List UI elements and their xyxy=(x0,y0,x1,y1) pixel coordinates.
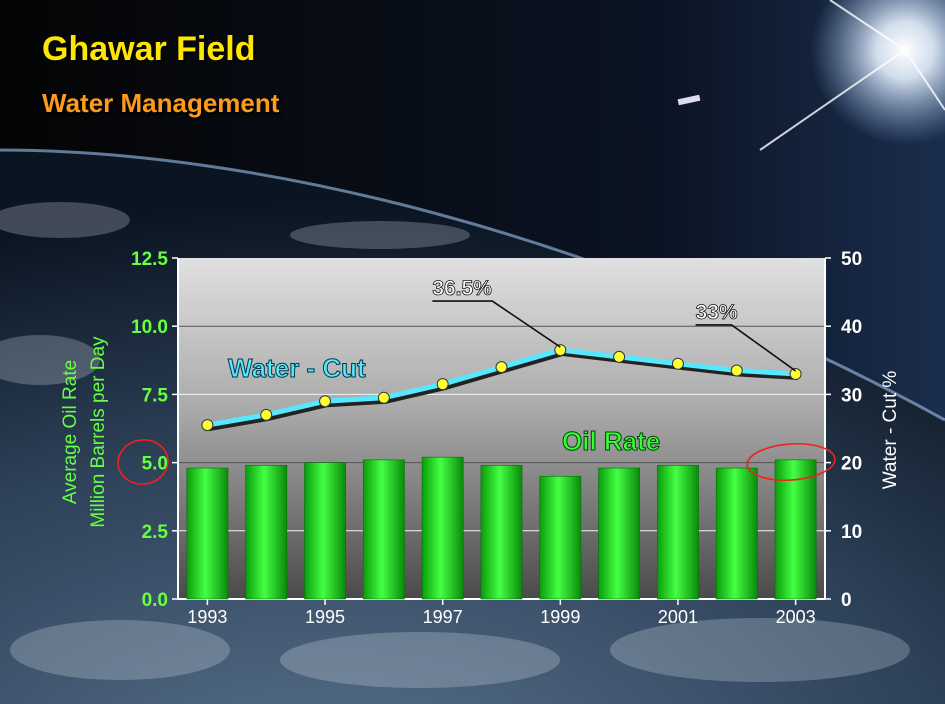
left-axis-title-line1: Average Oil Rate xyxy=(60,360,81,504)
oil-rate-bar xyxy=(657,465,699,600)
highlight-circle-left-tick xyxy=(117,439,169,485)
left-tick-label: 12.5 xyxy=(131,249,168,270)
oil-rate-bar xyxy=(715,467,758,600)
water-cut-point xyxy=(436,378,449,391)
water-cut-point xyxy=(201,419,214,432)
x-axis-ticks: 1993 1995 1997 1999 2001 2003 xyxy=(187,599,816,627)
oil-rate-bar xyxy=(186,467,229,600)
right-tick-label: 50 xyxy=(841,249,862,270)
oil-rate-bar xyxy=(362,459,405,600)
oil-rate-bars xyxy=(186,456,817,600)
oil-rate-bar xyxy=(480,465,523,600)
annotation-leader xyxy=(695,324,797,372)
left-tick-label: 2.5 xyxy=(142,522,169,543)
annotation-leader xyxy=(432,300,561,348)
x-tick-label: 2003 xyxy=(776,607,816,627)
left-axis-ticks: 0.0 2.5 5.0 7.5 10.0 12.5 xyxy=(131,249,178,611)
left-tick-label: 5.0 xyxy=(142,454,168,475)
right-tick-label: 10 xyxy=(841,522,862,543)
water-cut-point xyxy=(789,367,802,380)
left-tick-label: 7.5 xyxy=(142,385,169,406)
right-tick-label: 30 xyxy=(841,385,862,406)
water-cut-point xyxy=(260,408,273,421)
oil-rate-bar xyxy=(245,465,288,600)
water-cut-point xyxy=(377,391,390,404)
x-tick-label: 1993 xyxy=(187,607,227,627)
x-tick-label: 1995 xyxy=(305,607,345,627)
annotations: 36.5% 33% xyxy=(432,277,797,372)
water-cut-point xyxy=(554,344,567,357)
water-cut-point xyxy=(671,357,684,370)
right-tick-label: 0 xyxy=(841,590,852,611)
slide-title: Ghawar Field xyxy=(42,30,256,68)
water-cut-line xyxy=(201,344,802,432)
water-cut-point xyxy=(319,395,332,408)
left-axis-title-line2: Million Barrels per Day xyxy=(88,336,109,528)
oil-rate-bar xyxy=(539,475,582,600)
water-cut-point xyxy=(495,361,508,374)
right-axis-title: Water - Cut % xyxy=(880,371,901,490)
annotation-label: 36.5% xyxy=(432,277,492,300)
oil-rate-series-label: Oil Rate xyxy=(562,426,660,456)
x-tick-label: 1997 xyxy=(423,607,463,627)
water-cut-point xyxy=(730,364,743,377)
left-tick-label: 10.0 xyxy=(131,317,168,338)
oil-rate-bar xyxy=(421,456,464,600)
water-cut-series-label: Water - Cut xyxy=(228,353,366,383)
highlight-circle-2003-bar xyxy=(746,442,836,482)
slide-subtitle: Water Management xyxy=(42,88,280,118)
oil-rate-bar xyxy=(598,467,641,600)
x-tick-label: 2001 xyxy=(658,607,698,627)
water-cut-point xyxy=(613,350,626,363)
right-axis-ticks: 0 10 20 30 40 50 xyxy=(825,249,862,611)
x-tick-label: 1999 xyxy=(540,607,580,627)
annotation-label: 33% xyxy=(696,301,738,324)
right-tick-label: 20 xyxy=(841,454,862,475)
oil-rate-bar xyxy=(304,462,346,600)
right-tick-label: 40 xyxy=(841,317,862,338)
left-tick-label: 0.0 xyxy=(142,590,168,611)
oil-rate-bar xyxy=(774,459,817,600)
